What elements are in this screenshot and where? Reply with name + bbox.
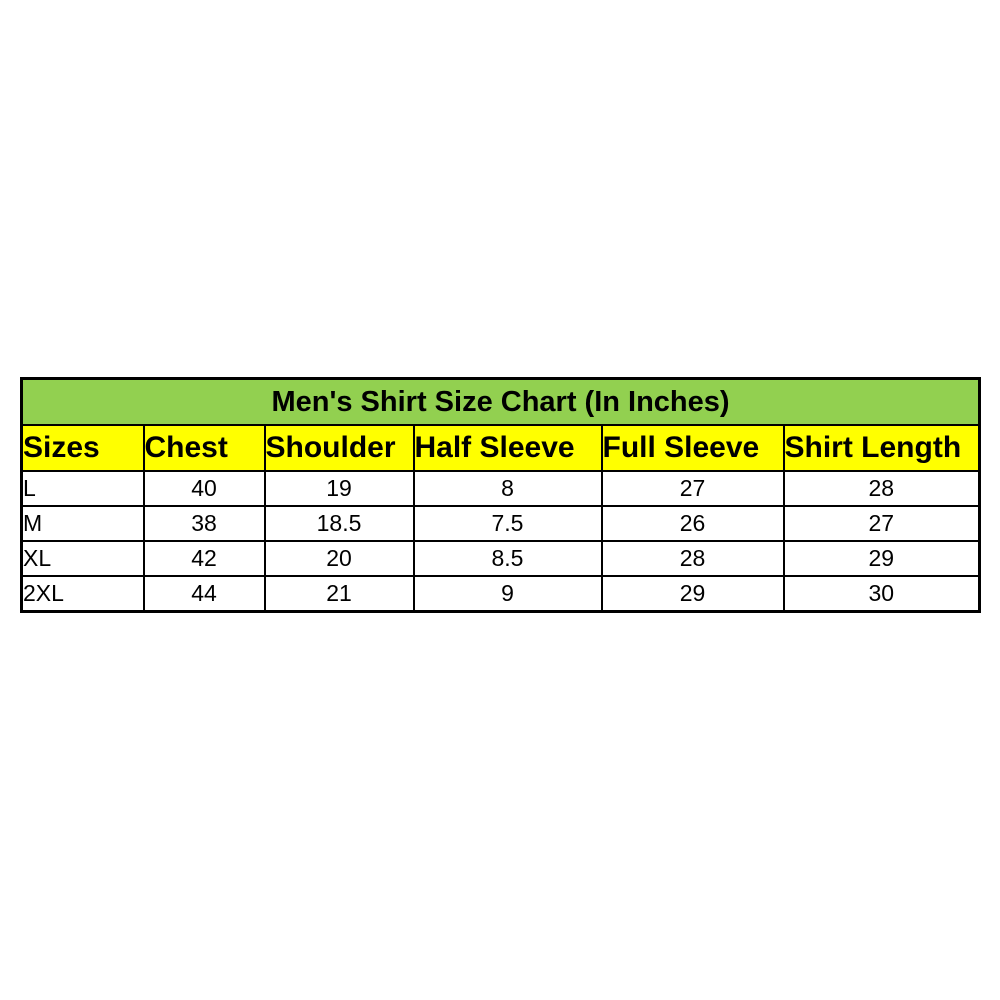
chest-value: 42 [142,540,266,577]
column-header-sizes: Sizes [20,424,145,472]
size-label: L [20,470,145,507]
half-sleeve-value: 8 [412,470,603,507]
shirt-length-value: 27 [782,505,981,542]
table-row-xl: XL 42 20 8.5 28 29 [20,540,981,577]
table-row-2xl: 2XL 44 21 9 29 30 [20,575,981,613]
shoulder-value: 21 [263,575,415,613]
shoulder-value: 20 [263,540,415,577]
shirt-length-value: 29 [782,540,981,577]
size-chart-container: Men's Shirt Size Chart (In Inches) Sizes… [20,377,982,613]
title-row: Men's Shirt Size Chart (In Inches) [20,377,981,426]
shoulder-value: 19 [263,470,415,507]
full-sleeve-value: 26 [600,505,785,542]
table-row-m: M 38 18.5 7.5 26 27 [20,505,981,542]
shoulder-value: 18.5 [263,505,415,542]
half-sleeve-value: 7.5 [412,505,603,542]
shirt-length-value: 28 [782,470,981,507]
chest-value: 38 [142,505,266,542]
half-sleeve-value: 8.5 [412,540,603,577]
column-header-full-sleeve: Full Sleeve [600,424,785,472]
column-header-shirt-length: Shirt Length [782,424,981,472]
size-label: 2XL [20,575,145,613]
header-row: Sizes Chest Shoulder Half Sleeve Full Sl… [20,424,981,472]
chest-value: 40 [142,470,266,507]
chart-title: Men's Shirt Size Chart (In Inches) [20,377,981,426]
half-sleeve-value: 9 [412,575,603,613]
size-label: XL [20,540,145,577]
column-header-chest: Chest [142,424,266,472]
full-sleeve-value: 27 [600,470,785,507]
full-sleeve-value: 29 [600,575,785,613]
full-sleeve-value: 28 [600,540,785,577]
chest-value: 44 [142,575,266,613]
size-label: M [20,505,145,542]
table-row-l: L 40 19 8 27 28 [20,470,981,507]
column-header-half-sleeve: Half Sleeve [412,424,603,472]
size-chart-table: Men's Shirt Size Chart (In Inches) Sizes… [20,377,982,613]
column-header-shoulder: Shoulder [263,424,415,472]
shirt-length-value: 30 [782,575,981,613]
